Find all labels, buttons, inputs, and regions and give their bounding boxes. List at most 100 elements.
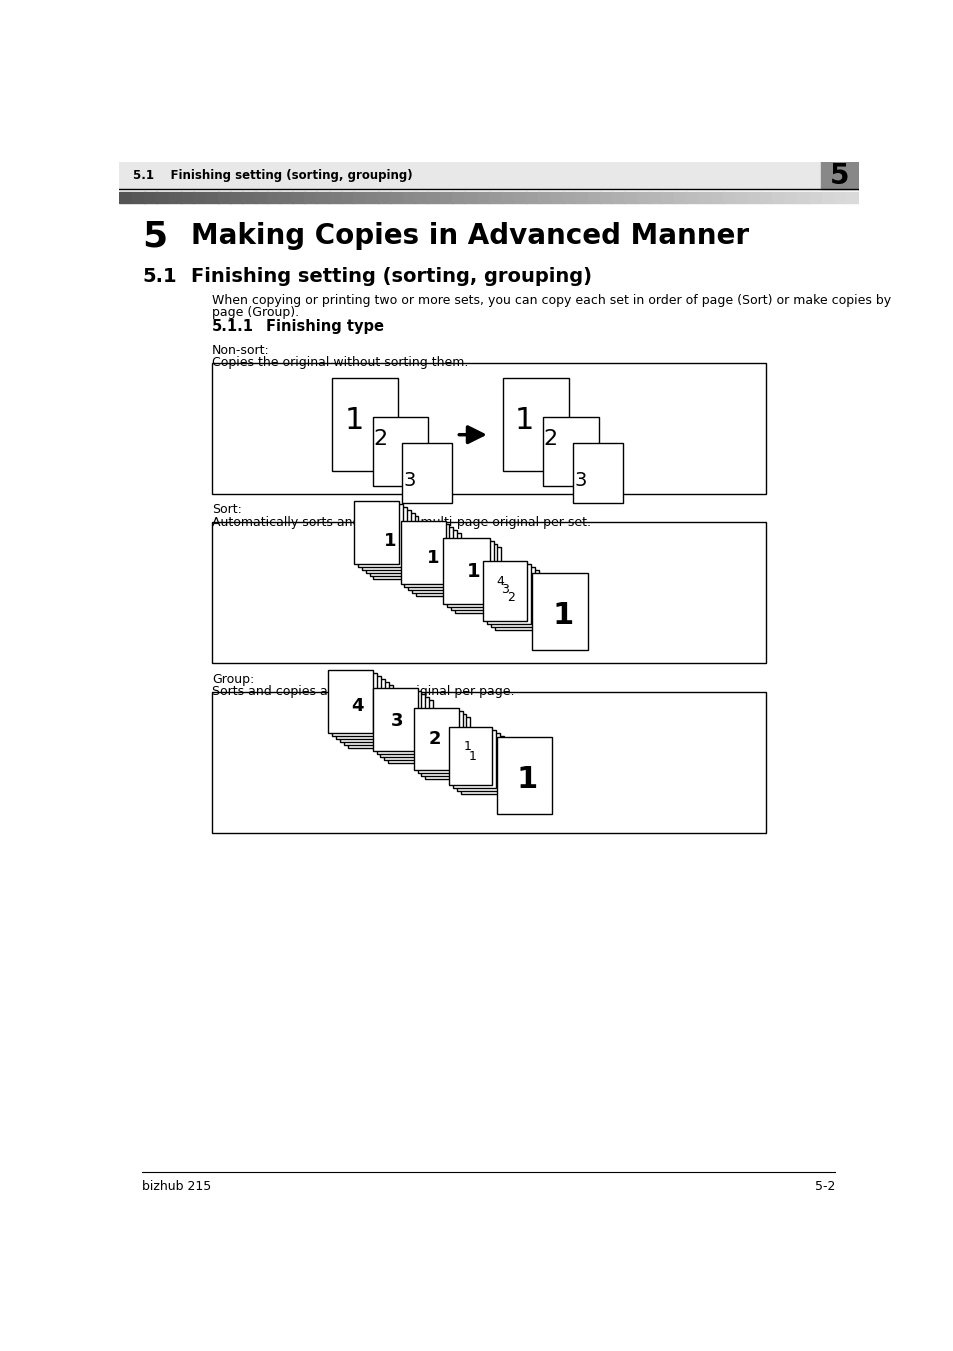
Bar <box>380 694 425 758</box>
Bar <box>537 192 551 203</box>
Bar <box>525 192 538 203</box>
Bar <box>414 708 458 770</box>
Bar <box>415 192 428 203</box>
Bar <box>483 561 526 621</box>
Bar <box>341 192 354 203</box>
Bar <box>212 363 765 494</box>
Bar <box>513 192 526 203</box>
Bar <box>455 547 500 613</box>
Text: page (Group).: page (Group). <box>212 307 299 319</box>
Bar <box>242 192 255 203</box>
Text: 1: 1 <box>463 740 471 753</box>
Bar <box>279 192 293 203</box>
Bar <box>747 192 760 203</box>
Bar <box>169 192 181 203</box>
Bar <box>421 715 466 775</box>
Bar <box>722 192 736 203</box>
Bar <box>648 192 661 203</box>
Bar <box>452 192 464 203</box>
Bar <box>685 192 699 203</box>
Bar <box>488 192 501 203</box>
Bar <box>495 570 537 631</box>
Text: 5.1: 5.1 <box>142 266 177 285</box>
Text: 5.1.1: 5.1.1 <box>212 319 254 335</box>
Bar <box>587 192 600 203</box>
Bar <box>369 513 415 577</box>
Bar <box>698 192 711 203</box>
Bar <box>562 192 576 203</box>
Bar <box>599 192 612 203</box>
Bar <box>377 192 391 203</box>
Bar <box>384 697 429 761</box>
Bar <box>316 192 329 203</box>
Bar <box>181 192 193 203</box>
Bar <box>572 443 622 503</box>
Text: 1: 1 <box>344 407 363 435</box>
Bar <box>357 504 402 567</box>
Bar <box>408 527 453 590</box>
Bar <box>491 567 534 627</box>
Bar <box>230 192 243 203</box>
Bar <box>304 192 316 203</box>
Bar <box>425 717 470 780</box>
Bar <box>388 700 433 763</box>
Text: 2: 2 <box>543 428 558 449</box>
Bar <box>354 501 398 565</box>
Bar <box>332 378 397 471</box>
Bar <box>412 530 456 593</box>
Bar <box>427 192 440 203</box>
Bar <box>476 192 489 203</box>
Bar <box>460 736 503 794</box>
Text: 1: 1 <box>517 765 537 794</box>
Bar <box>439 192 453 203</box>
Bar <box>353 192 366 203</box>
Text: 1: 1 <box>426 549 439 567</box>
Bar <box>404 524 449 588</box>
Bar <box>808 192 821 203</box>
Bar <box>416 534 460 596</box>
Bar <box>796 192 809 203</box>
Text: 5: 5 <box>142 219 168 253</box>
Text: 5.1    Finishing setting (sorting, grouping): 5.1 Finishing setting (sorting, grouping… <box>133 169 413 182</box>
Bar <box>329 192 341 203</box>
Bar <box>348 685 393 748</box>
Bar <box>487 565 530 624</box>
Text: 2: 2 <box>506 592 514 604</box>
Bar <box>637 192 649 203</box>
Text: 3: 3 <box>574 470 586 489</box>
Bar <box>328 670 373 732</box>
Text: 1: 1 <box>466 562 479 581</box>
Text: 5-2: 5-2 <box>814 1181 835 1193</box>
Text: 5: 5 <box>829 162 849 190</box>
Bar <box>772 192 784 203</box>
Bar <box>254 192 268 203</box>
Text: Automatically sorts and copies a multi-page original per set.: Automatically sorts and copies a multi-p… <box>212 516 591 528</box>
Bar <box>735 192 748 203</box>
Bar <box>612 192 624 203</box>
Bar <box>673 192 686 203</box>
Bar <box>464 192 476 203</box>
Bar <box>400 521 445 584</box>
Bar <box>217 192 231 203</box>
Bar <box>500 192 514 203</box>
Bar <box>449 727 492 785</box>
Bar <box>365 192 378 203</box>
Bar <box>335 676 381 739</box>
Text: 1: 1 <box>384 532 396 550</box>
Text: Copies the original without sorting them.: Copies the original without sorting them… <box>212 357 468 369</box>
Bar <box>373 516 418 580</box>
Text: 1: 1 <box>468 750 476 763</box>
Bar <box>821 162 858 189</box>
Text: Sort:: Sort: <box>212 503 242 516</box>
Bar <box>119 162 858 189</box>
Text: 2: 2 <box>428 730 440 748</box>
Bar <box>344 682 389 744</box>
Text: Making Copies in Advanced Manner: Making Copies in Advanced Manner <box>191 222 748 250</box>
Bar <box>624 192 637 203</box>
Bar <box>710 192 723 203</box>
Bar <box>390 192 403 203</box>
Text: 4: 4 <box>351 697 363 715</box>
Bar <box>376 692 421 754</box>
Bar <box>453 730 496 788</box>
Bar <box>292 192 305 203</box>
